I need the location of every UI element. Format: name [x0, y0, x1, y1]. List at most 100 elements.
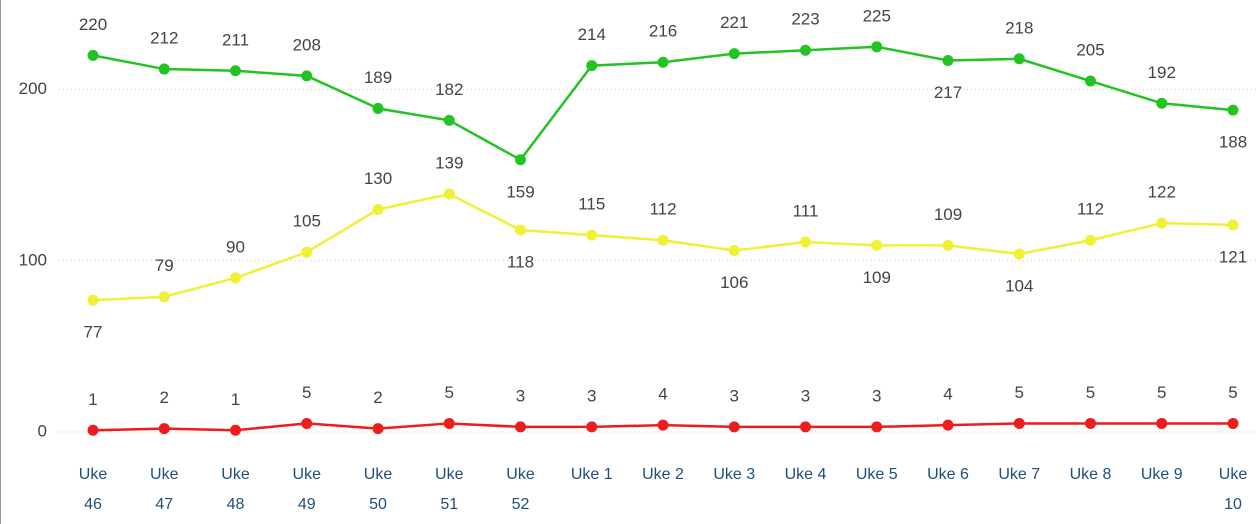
data-label: 1 — [231, 390, 240, 409]
point — [657, 56, 669, 68]
data-label: 1 — [88, 390, 97, 409]
data-label: 77 — [84, 323, 103, 342]
data-label: 216 — [649, 22, 677, 41]
data-label: 182 — [435, 80, 463, 99]
x-tick-label: Uke 10 — [1218, 466, 1248, 513]
x-tick-label: Uke 7 — [998, 466, 1041, 483]
point — [1227, 417, 1239, 429]
x-tick-label: Uke 5 — [855, 466, 898, 483]
point — [800, 44, 811, 56]
point — [1227, 104, 1239, 116]
data-label: 79 — [155, 256, 174, 275]
point — [586, 60, 598, 72]
point — [443, 417, 455, 429]
point — [372, 203, 384, 215]
point — [942, 239, 954, 251]
data-label: 112 — [649, 200, 676, 219]
point — [657, 234, 669, 246]
data-label: 189 — [364, 68, 392, 87]
point — [728, 245, 740, 257]
point — [443, 114, 455, 126]
data-label: 212 — [150, 29, 178, 48]
data-label: 122 — [1148, 183, 1176, 202]
data-label: 221 — [720, 13, 748, 32]
data-label: 109 — [863, 268, 891, 287]
point — [230, 65, 241, 77]
x-tick-label: Uke 9 — [1140, 466, 1183, 483]
point — [158, 423, 170, 435]
point — [871, 239, 883, 251]
data-label: 111 — [793, 201, 819, 220]
data-label: 3 — [801, 386, 810, 405]
point — [87, 424, 99, 436]
point — [728, 48, 740, 60]
point — [586, 421, 598, 433]
point — [87, 294, 99, 306]
data-label: 188 — [1219, 133, 1247, 152]
data-label: 223 — [791, 10, 819, 29]
x-tick-label: Uke 48 — [221, 466, 250, 513]
data-label: 139 — [435, 154, 463, 173]
point — [301, 246, 313, 258]
point — [1085, 75, 1096, 87]
data-label: 112 — [1077, 200, 1104, 219]
point — [657, 419, 669, 431]
x-tick-label: Uke 4 — [784, 466, 827, 483]
data-label: 121 — [1219, 247, 1247, 266]
x-tick-label: Uke 46 — [78, 466, 108, 513]
point — [1013, 53, 1025, 65]
data-label: 218 — [1005, 18, 1033, 37]
point — [372, 102, 384, 114]
data-label: 2 — [373, 388, 382, 407]
point — [515, 224, 526, 236]
data-label: 211 — [222, 30, 249, 49]
data-label: 104 — [1005, 276, 1033, 295]
point — [800, 236, 811, 248]
data-label: 118 — [507, 252, 534, 271]
y-tick-label: 200 — [19, 79, 47, 98]
data-label: 192 — [1148, 63, 1176, 82]
x-tick-label: Uke 2 — [642, 466, 684, 483]
data-label: 5 — [445, 383, 454, 402]
data-label: 5 — [1086, 383, 1095, 402]
data-label: 115 — [578, 195, 605, 214]
point — [230, 424, 241, 436]
data-label: 3 — [516, 386, 525, 405]
data-label: 3 — [587, 386, 596, 405]
point — [1227, 219, 1239, 231]
data-label: 5 — [302, 383, 311, 402]
data-label: 3 — [730, 386, 739, 405]
point — [1156, 417, 1168, 429]
point — [1013, 248, 1025, 260]
point — [1013, 417, 1025, 429]
data-label: 2 — [160, 388, 169, 407]
point — [515, 421, 526, 433]
point — [87, 49, 99, 61]
x-tick-label: Uke 47 — [150, 466, 179, 513]
point — [1085, 234, 1096, 246]
data-label: 208 — [293, 35, 321, 54]
data-label: 205 — [1076, 41, 1104, 60]
point — [301, 70, 313, 82]
point — [1156, 97, 1168, 109]
point — [800, 421, 811, 433]
data-label: 90 — [226, 237, 245, 256]
data-label: 214 — [578, 25, 606, 44]
point — [942, 54, 954, 66]
x-tick-label: Uke 6 — [927, 466, 969, 483]
data-label: 106 — [720, 273, 748, 292]
point — [158, 63, 170, 75]
y-tick-label: 0 — [38, 421, 47, 440]
x-tick-label: Uke 8 — [1069, 466, 1112, 483]
data-label: 5 — [1228, 383, 1237, 402]
point — [871, 41, 883, 53]
data-label: 5 — [1157, 383, 1166, 402]
x-tick-label: Uke 3 — [713, 466, 756, 483]
data-label: 3 — [872, 386, 881, 405]
data-label: 225 — [863, 6, 891, 25]
x-tick-label: Uke 1 — [570, 466, 613, 483]
point — [443, 188, 455, 200]
point — [871, 421, 883, 433]
y-tick-label: 100 — [19, 250, 47, 269]
